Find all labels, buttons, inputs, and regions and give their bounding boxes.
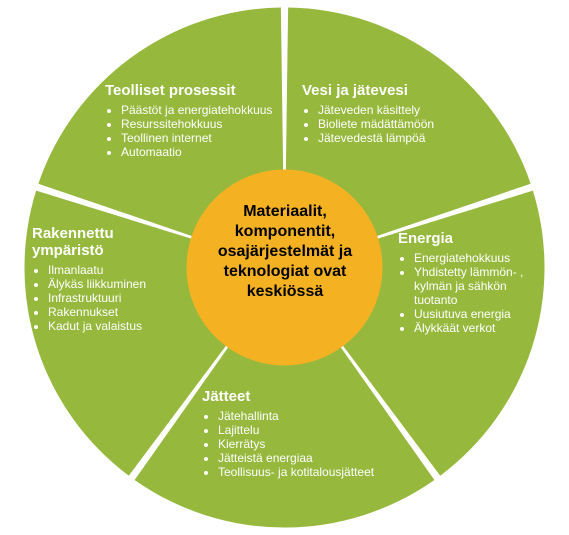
segment-item: Infrastruktuuri: [48, 291, 172, 305]
circular-segment-diagram: { "diagram": { "type": "infographic", "w…: [0, 0, 569, 535]
segment-item: Rakennukset: [48, 305, 172, 319]
segment-item: Ilmanlaatu: [48, 263, 172, 277]
center-text: Materiaalit, komponentit, osajärjestelmä…: [218, 203, 352, 300]
segment-item: Teollisuus- ja kotitalousjätteet: [218, 465, 392, 479]
segment-items: EnergiatehokkuusYhdistetty lämmön- , kyl…: [398, 251, 543, 335]
segment-item: Kierrätys: [218, 437, 392, 451]
segment-items: IlmanlaatuÄlykäs liikkuminenInfrastruktu…: [32, 263, 172, 333]
segment-jatteet: Jätteet JätehallintaLajitteluKierrätysJä…: [202, 388, 392, 479]
segment-title: Vesi ja jätevesi: [302, 82, 472, 99]
segment-title: Teolliset prosessit: [105, 82, 290, 99]
segment-item: Resurssitehokkuus: [121, 117, 290, 131]
segment-item: Teollinen internet: [121, 131, 290, 145]
segment-items: Jäteveden käsittelyBioliete mädättämöönJ…: [302, 103, 472, 145]
segment-item: Uusiutuva energia: [414, 307, 543, 321]
segment-item: Kadut ja valaistus: [48, 319, 172, 333]
segment-item: Älykkäät verkot: [414, 321, 543, 335]
segment-item: Lajittelu: [218, 423, 392, 437]
segment-item: Jätehallinta: [218, 409, 392, 423]
segment-item: Älykäs liikkuminen: [48, 277, 172, 291]
segment-item: Jätteistä energiaa: [218, 451, 392, 465]
segment-energia: Energia EnergiatehokkuusYhdistetty lämmö…: [398, 230, 543, 335]
segment-items: Päästöt ja energiatehokkuusResurssitehok…: [105, 103, 290, 159]
segment-item: Yhdistetty lämmön- , kylmän ja sähkön tu…: [414, 265, 543, 307]
segment-item: Automaatio: [121, 145, 290, 159]
segment-item: Bioliete mädättämöön: [318, 117, 472, 131]
segment-title: Rakennettu ympäristö: [32, 225, 172, 259]
segment-rakennettu: Rakennettu ympäristö IlmanlaatuÄlykäs li…: [32, 225, 172, 333]
segment-title: Jätteet: [202, 388, 392, 405]
segment-title: Energia: [398, 230, 543, 247]
segment-vesi: Vesi ja jätevesi Jäteveden käsittelyBiol…: [302, 82, 472, 145]
segment-item: Päästöt ja energiatehokkuus: [121, 103, 290, 117]
segment-items: JätehallintaLajitteluKierrätysJätteistä …: [202, 409, 392, 479]
center-label: Materiaalit, komponentit, osajärjestelmä…: [200, 202, 370, 302]
segment-teolliset: Teolliset prosessit Päästöt ja energiate…: [105, 82, 290, 159]
segment-item: Jäteveden käsittely: [318, 103, 472, 117]
segment-item: Jätevedestä lämpöä: [318, 131, 472, 145]
segment-item: Energiatehokkuus: [414, 251, 543, 265]
